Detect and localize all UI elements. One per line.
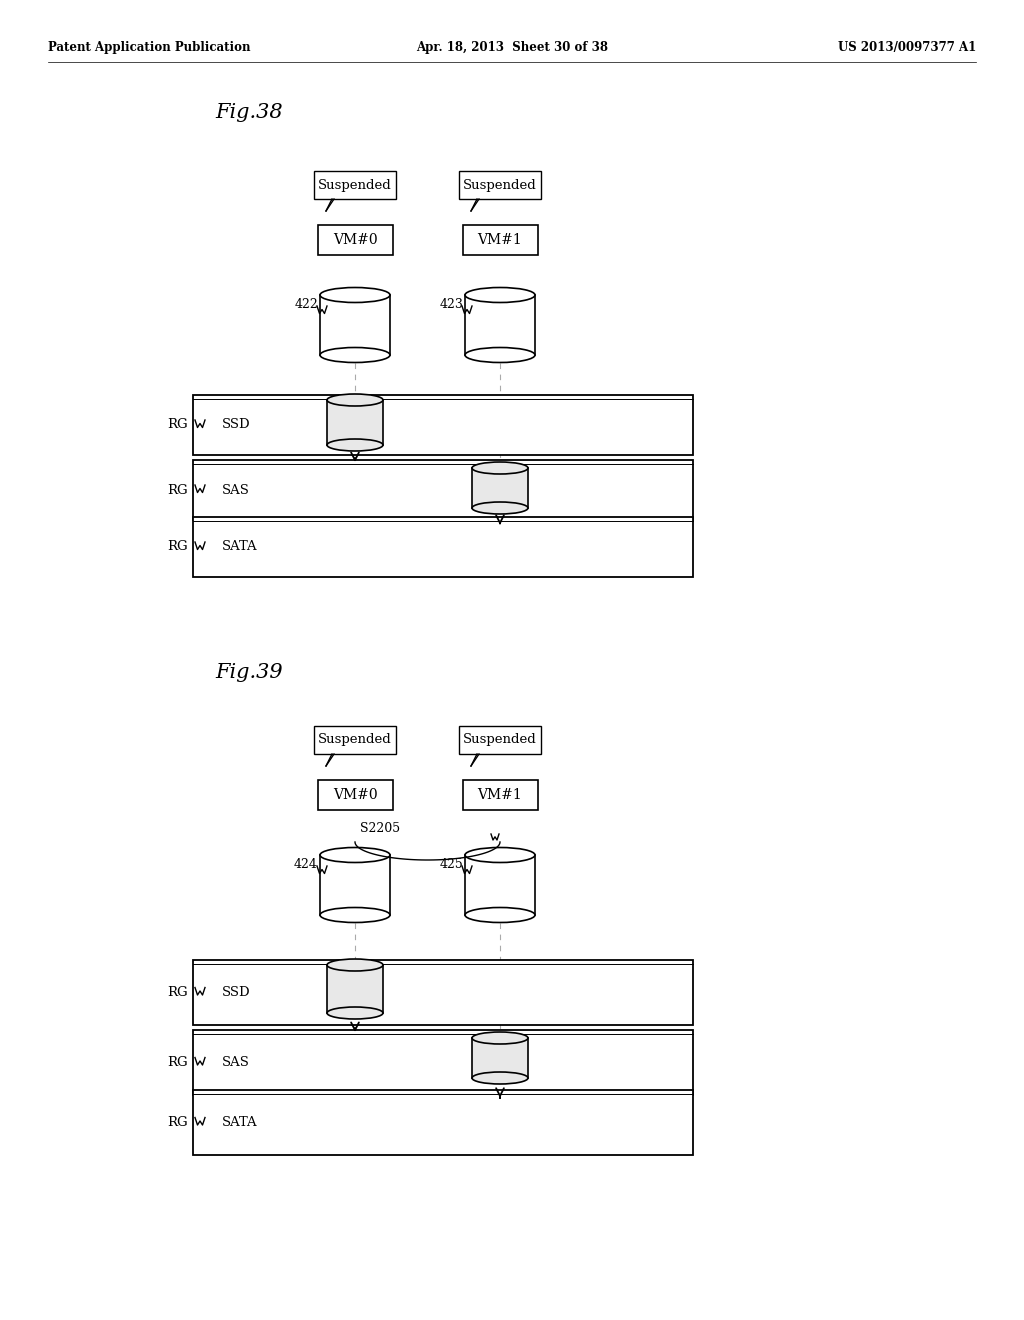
- Ellipse shape: [319, 347, 390, 363]
- Text: RG: RG: [168, 1056, 188, 1069]
- Text: RG: RG: [168, 986, 188, 999]
- Text: Fig.39: Fig.39: [215, 663, 283, 681]
- Polygon shape: [465, 294, 535, 355]
- Ellipse shape: [327, 393, 383, 407]
- Text: SSD: SSD: [222, 986, 251, 999]
- Ellipse shape: [465, 847, 535, 862]
- Ellipse shape: [472, 462, 528, 474]
- Ellipse shape: [327, 960, 383, 972]
- Text: SAS: SAS: [222, 483, 250, 496]
- Text: Fig.38: Fig.38: [215, 103, 283, 121]
- Polygon shape: [327, 400, 383, 445]
- Ellipse shape: [472, 502, 528, 513]
- Ellipse shape: [465, 347, 535, 363]
- Text: RG: RG: [168, 1115, 188, 1129]
- Text: RG: RG: [168, 540, 188, 553]
- Polygon shape: [319, 855, 390, 915]
- Ellipse shape: [327, 440, 383, 451]
- Text: 424: 424: [294, 858, 318, 871]
- Text: 425: 425: [439, 858, 463, 871]
- Polygon shape: [193, 517, 693, 577]
- Text: 423: 423: [439, 298, 463, 312]
- Text: Patent Application Publication: Patent Application Publication: [48, 41, 251, 54]
- Text: US 2013/0097377 A1: US 2013/0097377 A1: [838, 41, 976, 54]
- Text: RG: RG: [168, 418, 188, 432]
- Ellipse shape: [472, 1032, 528, 1044]
- Polygon shape: [193, 459, 693, 520]
- Text: Suspended: Suspended: [463, 178, 537, 191]
- Polygon shape: [472, 469, 528, 508]
- Polygon shape: [327, 965, 383, 1012]
- Text: RG: RG: [168, 483, 188, 496]
- Ellipse shape: [327, 1007, 383, 1019]
- Polygon shape: [193, 395, 693, 455]
- FancyBboxPatch shape: [463, 780, 538, 810]
- FancyBboxPatch shape: [314, 172, 396, 199]
- Polygon shape: [472, 1038, 528, 1078]
- Text: Suspended: Suspended: [318, 178, 392, 191]
- Ellipse shape: [319, 847, 390, 862]
- FancyBboxPatch shape: [314, 726, 396, 754]
- Text: Suspended: Suspended: [318, 734, 392, 747]
- Text: Suspended: Suspended: [463, 734, 537, 747]
- Text: S2205: S2205: [360, 822, 400, 836]
- FancyBboxPatch shape: [459, 726, 541, 754]
- Polygon shape: [193, 1030, 693, 1096]
- FancyBboxPatch shape: [317, 224, 392, 255]
- Ellipse shape: [472, 1072, 528, 1084]
- Polygon shape: [193, 960, 693, 1026]
- Text: VM#0: VM#0: [333, 234, 377, 247]
- Text: VM#1: VM#1: [477, 234, 522, 247]
- Polygon shape: [193, 1090, 693, 1155]
- Ellipse shape: [465, 908, 535, 923]
- Text: VM#0: VM#0: [333, 788, 377, 803]
- FancyBboxPatch shape: [463, 224, 538, 255]
- Polygon shape: [319, 294, 390, 355]
- FancyBboxPatch shape: [459, 172, 541, 199]
- Text: VM#1: VM#1: [477, 788, 522, 803]
- Text: Apr. 18, 2013  Sheet 30 of 38: Apr. 18, 2013 Sheet 30 of 38: [416, 41, 608, 54]
- Text: SATA: SATA: [222, 540, 258, 553]
- Ellipse shape: [465, 288, 535, 302]
- Ellipse shape: [319, 908, 390, 923]
- Text: SATA: SATA: [222, 1115, 258, 1129]
- Ellipse shape: [319, 288, 390, 302]
- Text: SAS: SAS: [222, 1056, 250, 1069]
- FancyBboxPatch shape: [317, 780, 392, 810]
- Polygon shape: [465, 855, 535, 915]
- Text: SSD: SSD: [222, 418, 251, 432]
- Text: 422: 422: [294, 298, 318, 312]
